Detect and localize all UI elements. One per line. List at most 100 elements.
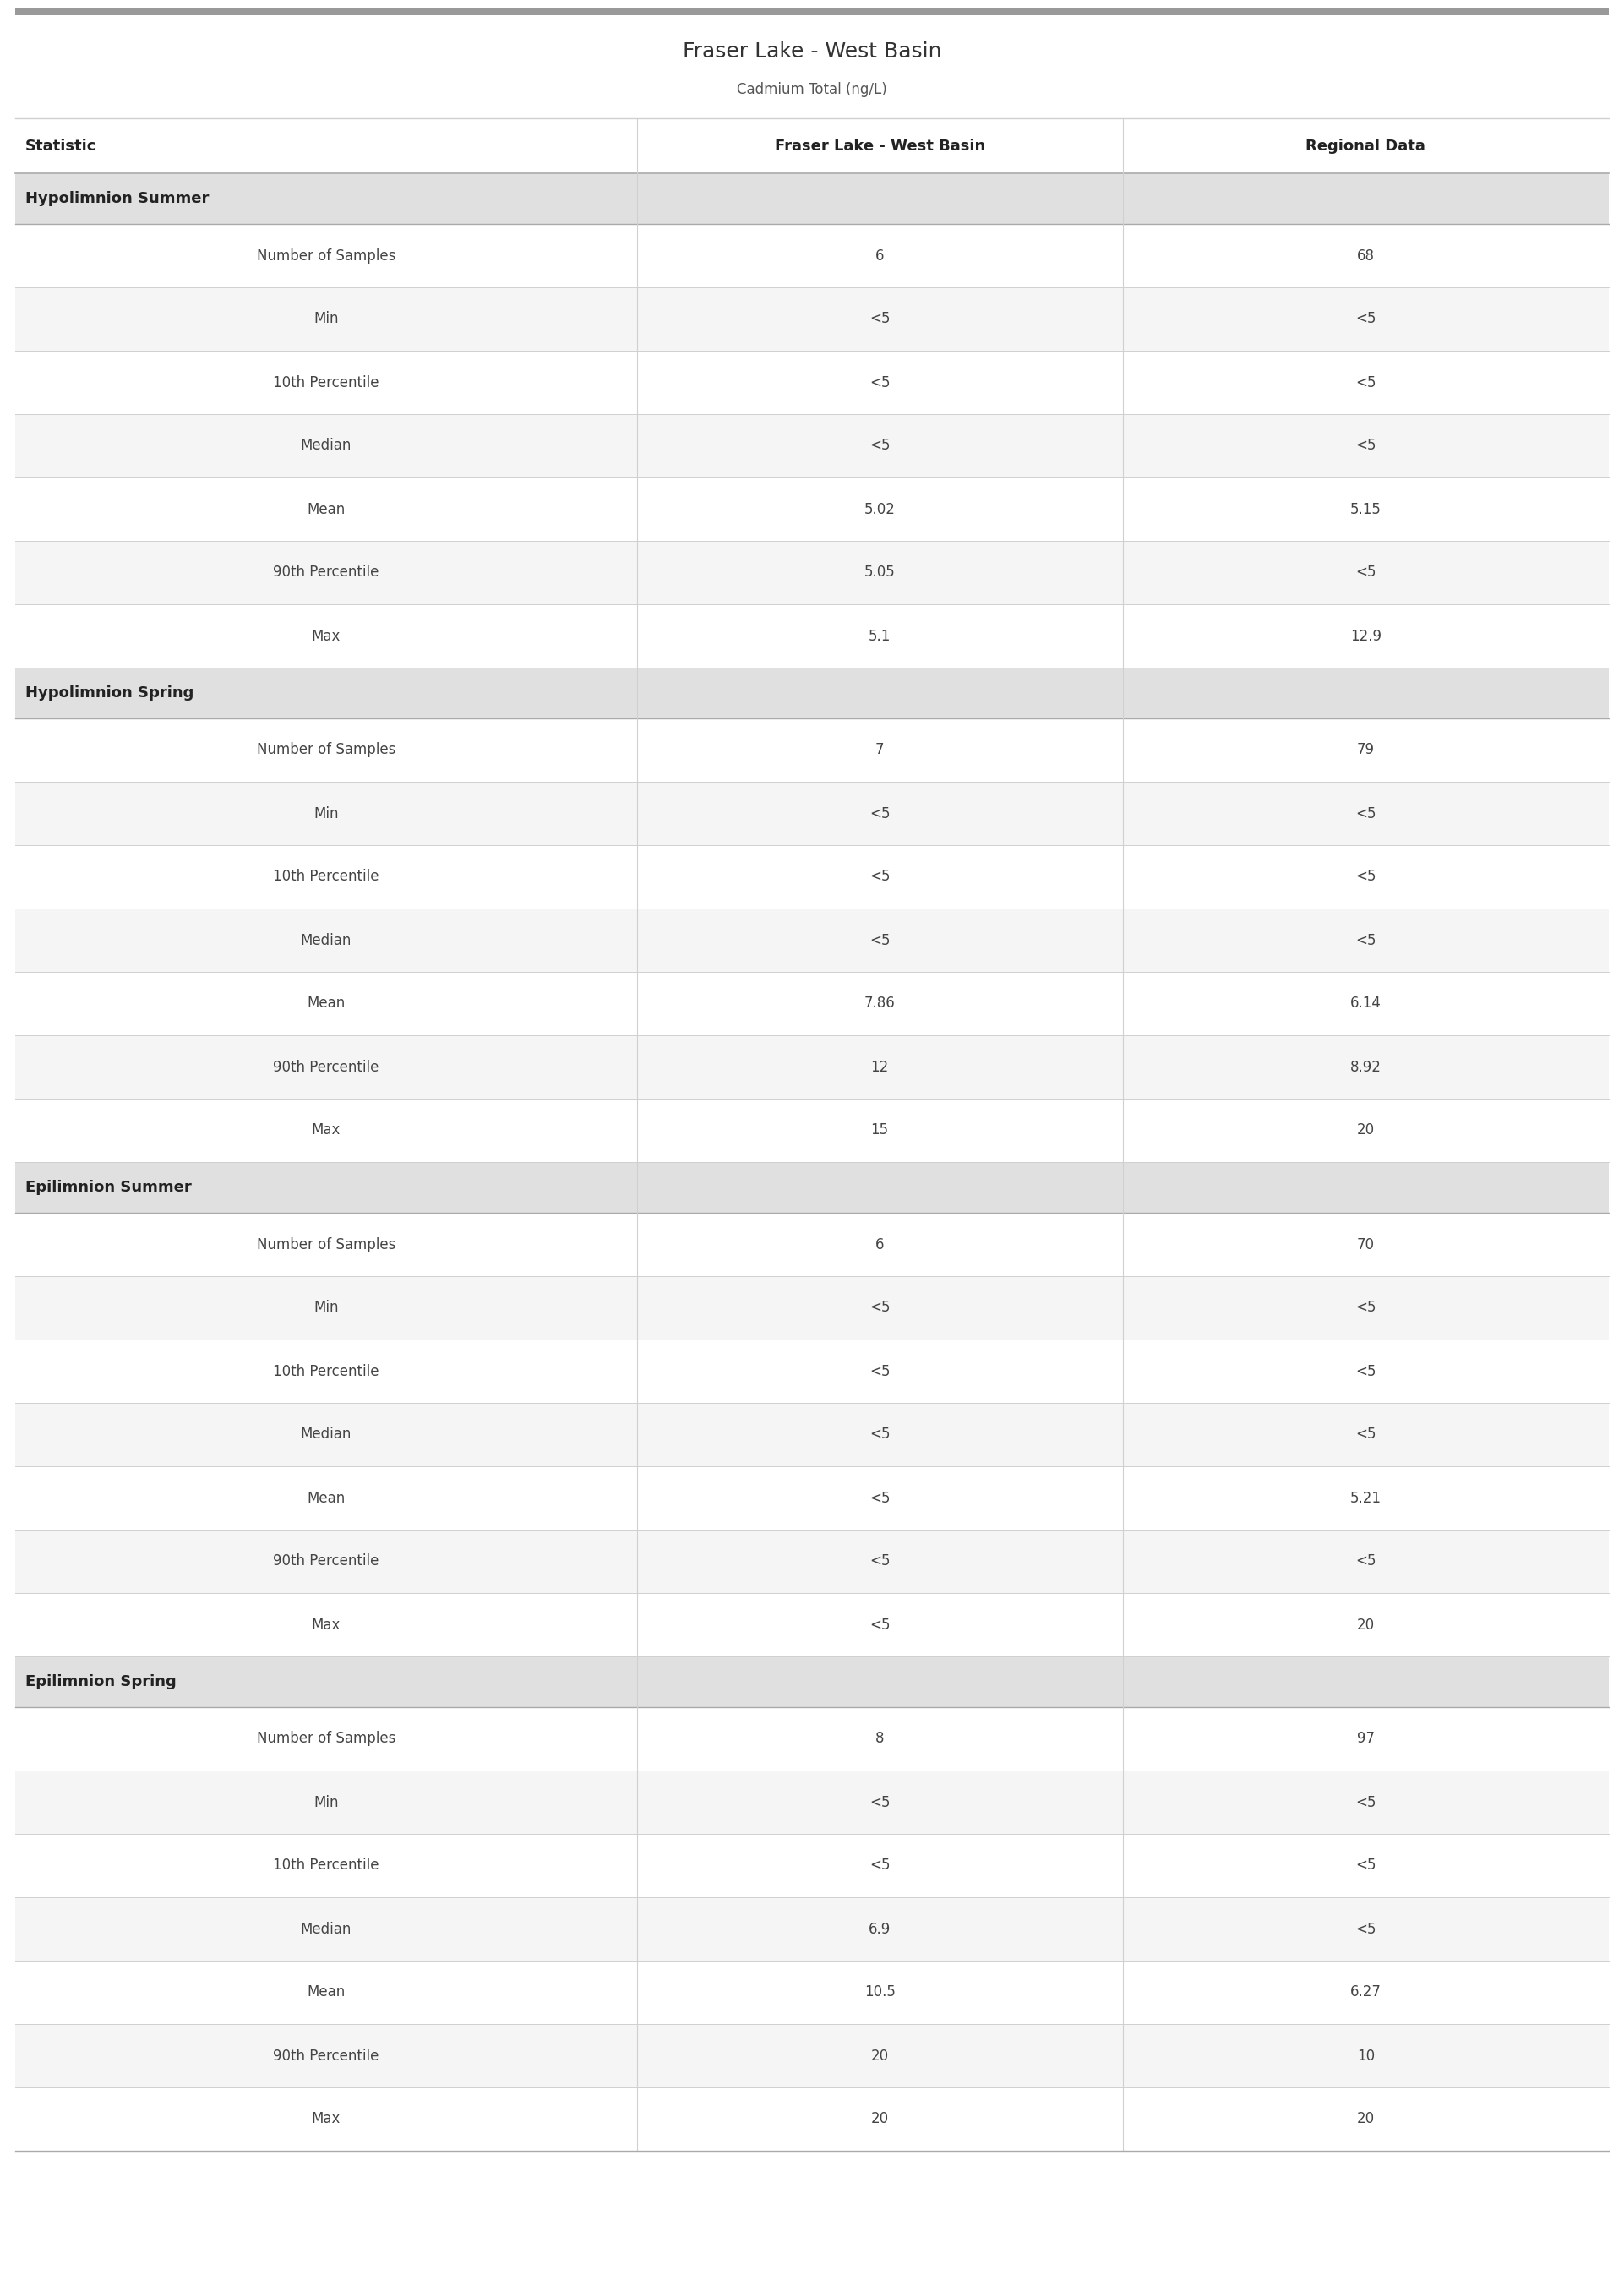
Bar (15, 9, 1609, 16)
Text: 10.5: 10.5 (864, 1984, 895, 2000)
Text: Min: Min (313, 1301, 338, 1314)
Text: 20: 20 (870, 2111, 888, 2127)
Text: Statistic: Statistic (26, 138, 97, 154)
Text: <5: <5 (1356, 375, 1376, 390)
Text: Median: Median (300, 1428, 351, 1441)
Text: 5.15: 5.15 (1350, 502, 1382, 518)
Text: 7.86: 7.86 (864, 997, 895, 1010)
Text: 90th Percentile: 90th Percentile (273, 1553, 378, 1569)
Text: 10th Percentile: 10th Percentile (273, 869, 378, 885)
Text: 20: 20 (1356, 2111, 1374, 2127)
Bar (15, 477, 1609, 540)
Bar (15, 972, 1609, 1035)
Bar (15, 2088, 1609, 2152)
Bar (15, 1707, 1609, 1771)
Text: 10th Percentile: 10th Percentile (273, 1364, 378, 1378)
Text: 15: 15 (870, 1124, 888, 1137)
Text: 68: 68 (1358, 247, 1374, 263)
Bar (15, 1594, 1609, 1657)
Text: <5: <5 (1356, 869, 1376, 885)
Text: <5: <5 (869, 1301, 890, 1314)
Text: <5: <5 (869, 1553, 890, 1569)
Text: 5.21: 5.21 (1350, 1491, 1382, 1505)
Text: 6.14: 6.14 (1350, 997, 1382, 1010)
Text: 90th Percentile: 90th Percentile (273, 2048, 378, 2063)
Bar (15, 1403, 1609, 1466)
Text: 10: 10 (1356, 2048, 1374, 2063)
Text: <5: <5 (1356, 565, 1376, 581)
Text: 97: 97 (1358, 1732, 1374, 1746)
Text: Median: Median (300, 438, 351, 454)
Text: <5: <5 (1356, 438, 1376, 454)
Text: 20: 20 (1356, 1124, 1374, 1137)
Bar (15, 717, 1609, 781)
Text: 8.92: 8.92 (1350, 1060, 1382, 1074)
Text: 12: 12 (870, 1060, 888, 1074)
Text: <5: <5 (1356, 806, 1376, 822)
Text: <5: <5 (1356, 1364, 1376, 1378)
Bar (15, 225, 1609, 288)
Text: Number of Samples: Number of Samples (257, 247, 395, 263)
Text: Fraser Lake - West Basin: Fraser Lake - West Basin (682, 41, 942, 61)
Text: <5: <5 (1356, 1859, 1376, 1873)
Text: 6.27: 6.27 (1350, 1984, 1382, 2000)
Text: Mean: Mean (307, 1491, 344, 1505)
Text: Min: Min (313, 806, 338, 822)
Text: 79: 79 (1358, 742, 1374, 758)
Text: Median: Median (300, 1920, 351, 1936)
Bar (15, 288, 1609, 352)
Text: 6: 6 (875, 247, 883, 263)
Bar (15, 604, 1609, 667)
Bar (15, 1099, 1609, 1162)
Bar (15, 1657, 1609, 1707)
Text: <5: <5 (1356, 1796, 1376, 1809)
Text: Epilimnion Spring: Epilimnion Spring (26, 1675, 177, 1689)
Text: <5: <5 (869, 1491, 890, 1505)
Text: <5: <5 (1356, 1301, 1376, 1314)
Bar (15, 1834, 1609, 1898)
Bar (15, 352, 1609, 413)
Text: 20: 20 (870, 2048, 888, 2063)
Bar (15, 667, 1609, 717)
Text: 6.9: 6.9 (869, 1920, 892, 1936)
Text: Number of Samples: Number of Samples (257, 742, 395, 758)
Bar (15, 908, 1609, 972)
Text: <5: <5 (1356, 1553, 1376, 1569)
Text: Fraser Lake - West Basin: Fraser Lake - West Basin (775, 138, 986, 154)
Bar (15, 413, 1609, 477)
Text: Hypolimnion Spring: Hypolimnion Spring (26, 686, 193, 701)
Text: 10th Percentile: 10th Percentile (273, 1859, 378, 1873)
Text: Number of Samples: Number of Samples (257, 1732, 395, 1746)
Bar (15, 173, 1609, 225)
Text: Median: Median (300, 933, 351, 949)
Text: Mean: Mean (307, 997, 344, 1010)
Bar (15, 844, 1609, 908)
Text: Mean: Mean (307, 1984, 344, 2000)
Text: Max: Max (312, 629, 341, 645)
Text: Regional Data: Regional Data (1306, 138, 1426, 154)
Text: 12.9: 12.9 (1350, 629, 1382, 645)
Text: Mean: Mean (307, 502, 344, 518)
Text: 7: 7 (875, 742, 883, 758)
Bar (15, 540, 1609, 604)
Text: Max: Max (312, 1616, 341, 1632)
Bar (15, 1212, 1609, 1276)
Text: Number of Samples: Number of Samples (257, 1237, 395, 1253)
Text: Max: Max (312, 1124, 341, 1137)
Text: Epilimnion Summer: Epilimnion Summer (26, 1180, 192, 1194)
Bar (15, 1466, 1609, 1530)
Text: <5: <5 (1356, 1920, 1376, 1936)
Bar (15, 1530, 1609, 1594)
Bar (15, 2025, 1609, 2088)
Text: Max: Max (312, 2111, 341, 2127)
Text: Cadmium Total (ng/L): Cadmium Total (ng/L) (737, 82, 887, 98)
Text: <5: <5 (1356, 933, 1376, 949)
Text: 20: 20 (1356, 1616, 1374, 1632)
Text: 5.1: 5.1 (869, 629, 892, 645)
Text: 5.02: 5.02 (864, 502, 895, 518)
Text: <5: <5 (869, 1616, 890, 1632)
Text: <5: <5 (869, 933, 890, 949)
Text: <5: <5 (869, 375, 890, 390)
Text: Hypolimnion Summer: Hypolimnion Summer (26, 191, 209, 207)
Text: 90th Percentile: 90th Percentile (273, 565, 378, 581)
